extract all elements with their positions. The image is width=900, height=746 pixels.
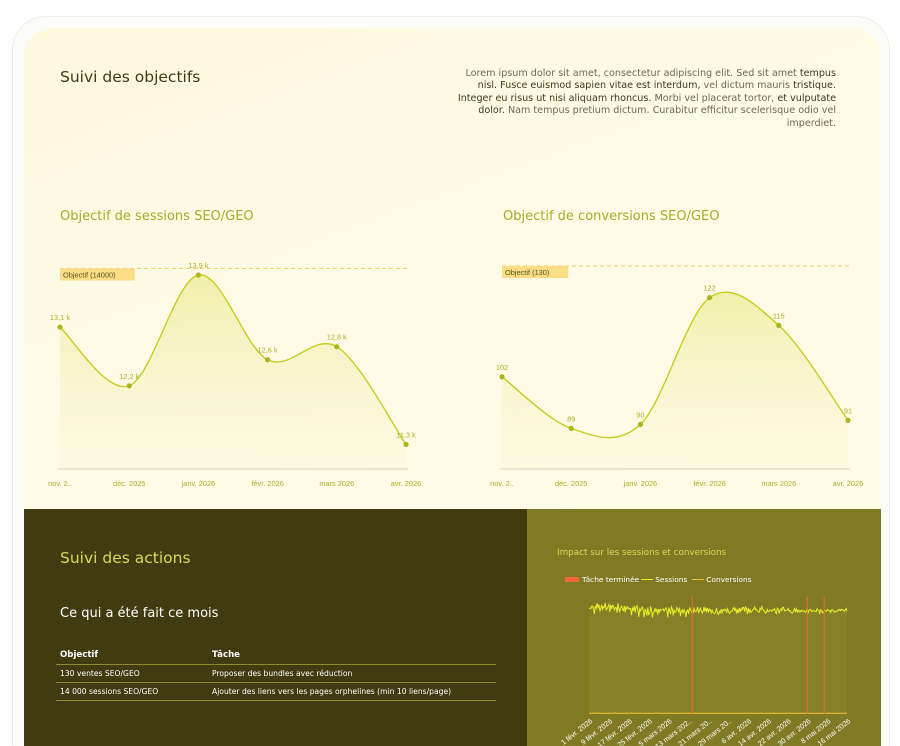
data-point: [499, 374, 505, 380]
x-tick-label: déc. 2025: [113, 479, 145, 488]
conversions-chart-title: Objectif de conversions SEO/GEO: [503, 209, 720, 224]
data-label: 89: [567, 414, 575, 423]
legend-conversions-label: Conversions: [706, 575, 752, 584]
data-label: 91: [844, 406, 852, 415]
data-point: [126, 383, 132, 389]
table-cell-objective: 130 ventes SEO/GEO: [56, 664, 208, 683]
objectives-section: Suivi des objectifs Lorem ipsum dolor si…: [24, 28, 881, 509]
sessions-area-chart: Objectif (14000) 13,1 k 12,2 k 13,9 k 12,6 k…: [48, 261, 421, 488]
table-cell-task: Proposer des bundles avec réduction: [208, 664, 496, 683]
data-point: [568, 425, 574, 431]
data-label: 90: [636, 410, 644, 419]
x-tick-label: janv. 2026: [181, 479, 216, 488]
data-point: [707, 295, 713, 301]
tasks-table: Objectif Tâche 130 ventes SEO/GEO Propos…: [56, 646, 496, 701]
sessions-line: [588, 602, 848, 618]
intro-text: Lorem ipsum dolor sit amet, consectetur …: [454, 68, 836, 130]
intro-segment: tempus nisl. Fusce euismod sapien vitae …: [477, 68, 836, 92]
dashboard-card: Suivi des objectifs Lorem ipsum dolor si…: [24, 28, 881, 746]
legend-sessions-label: Sessions: [655, 575, 688, 584]
data-point: [195, 272, 201, 278]
legend-sessions-swatch: [641, 579, 654, 580]
legend-task-swatch: [565, 577, 579, 582]
table-row: 14 000 sessions SEO/GEO Ajouter des lien…: [56, 682, 496, 701]
data-point: [265, 357, 271, 363]
intro-segment: Nam tempus pretium dictum. Curabitur eff…: [504, 105, 836, 129]
data-label: 12,2 k: [119, 372, 139, 381]
column-header-task: Tâche: [212, 650, 241, 660]
data-label: 13,9 k: [188, 261, 208, 270]
data-point: [637, 421, 643, 427]
impact-panel: Impact sur les sessions et conversions T…: [527, 509, 881, 746]
x-tick-label: févr. 2026: [251, 479, 283, 488]
intro-segment: Morbi vel placerat tortor,: [651, 92, 778, 104]
area-fill: [502, 292, 848, 468]
x-tick-label: mars 2026: [761, 479, 796, 488]
x-tick-label: févr. 2026: [693, 479, 725, 488]
data-point: [57, 324, 63, 330]
x-tick-label: avr. 2026: [833, 479, 863, 488]
table-header-row: Objectif Tâche: [56, 646, 496, 665]
data-label: 102: [496, 363, 508, 372]
data-point: [403, 441, 409, 448]
data-point: [334, 344, 340, 350]
goal-label: Objectif (130): [505, 268, 549, 277]
column-header-objective: Objectif: [60, 650, 99, 660]
goal-label: Objectif (14000): [63, 271, 116, 280]
area-fill: [60, 274, 406, 468]
data-label: 12,8 k: [327, 333, 347, 342]
x-tick-label: janv. 2026: [623, 479, 658, 488]
page-title: Suivi des objectifs: [60, 68, 201, 86]
goal-tag: [502, 265, 569, 278]
intro-segment: et vulputate dolor.: [478, 92, 836, 117]
data-label: 12,6 k: [258, 346, 278, 355]
intro-segment: vel dictum mauris: [700, 80, 794, 92]
data-point: [845, 417, 851, 424]
legend-task-label: Tâche terminée: [582, 575, 640, 584]
table-cell-objective: 14 000 sessions SEO/GEO: [56, 682, 208, 701]
goal-tag: [60, 268, 135, 281]
sessions-area: [589, 602, 847, 714]
actions-panel: Suivi des actions Ce qui a été fait ce m…: [24, 509, 527, 746]
actions-subtitle: Ce qui a été fait ce mois: [60, 606, 219, 621]
x-tick-label: nov. 2..: [48, 479, 72, 488]
conversions-area-chart: Objectif (130) 102 89 90 122 115 91 nov. 2.. déc…: [490, 265, 863, 488]
data-point: [776, 322, 782, 328]
data-label: 122: [703, 284, 715, 293]
impact-chart-title: Impact sur les sessions et conversions: [557, 548, 727, 558]
series-line: [501, 291, 849, 439]
x-tick-label: avr. 2026: [391, 479, 421, 488]
series-line: [59, 274, 407, 445]
data-label: 11,3 k: [396, 430, 416, 439]
intro-segment: tristique. Integer eu risus ut nisi aliq…: [457, 80, 836, 104]
legend-conversions-swatch: [692, 579, 705, 580]
data-label: 13,1 k: [50, 313, 70, 322]
intro-segment: Lorem ipsum dolor sit amet, consectetur …: [465, 68, 800, 79]
sessions-chart-title: Objectif de sessions SEO/GEO: [60, 209, 254, 224]
x-tick-label: nov. 2..: [490, 479, 514, 488]
table-cell-task: Ajouter des liens vers les pages orpheli…: [208, 682, 496, 701]
data-label: 115: [773, 311, 785, 320]
actions-title: Suivi des actions: [60, 549, 191, 567]
impact-legend: Tâche terminée Sessions Conversions: [565, 575, 752, 584]
x-tick-label: mars 2026: [319, 479, 354, 488]
table-row: 130 ventes SEO/GEO Proposer des bundles …: [56, 664, 496, 683]
x-tick-label: déc. 2025: [555, 479, 587, 488]
